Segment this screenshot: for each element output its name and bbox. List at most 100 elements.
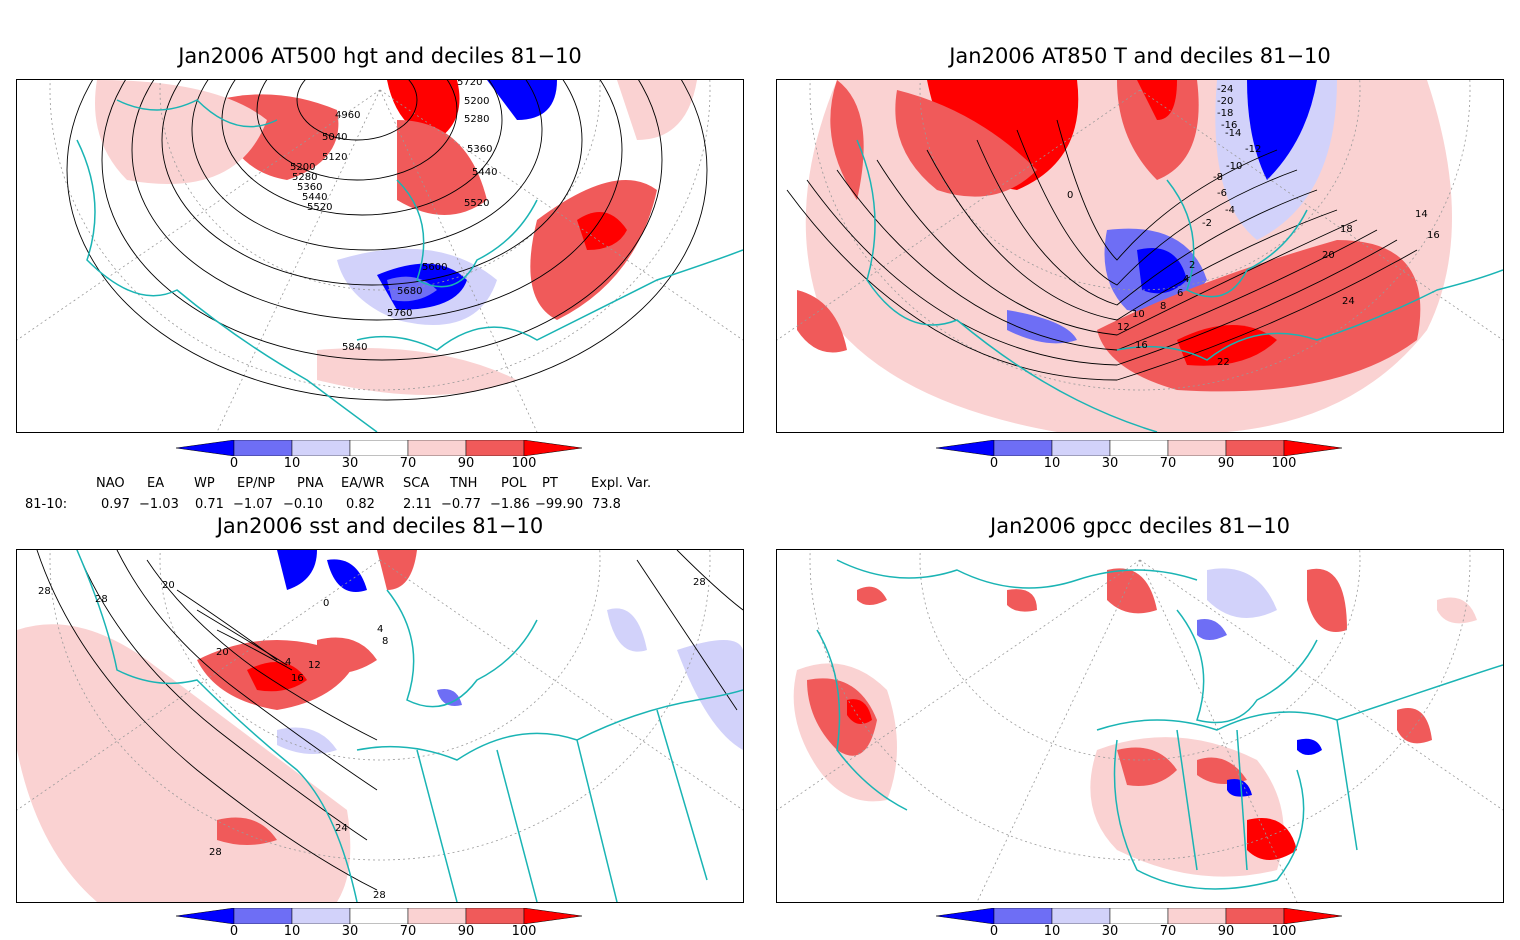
svg-text:5440: 5440 <box>302 192 327 203</box>
latlon-grid <box>17 550 743 861</box>
svg-text:16: 16 <box>1135 340 1148 351</box>
panel-title-gpcc: Jan2006 gpcc deciles 81−10 <box>990 514 1290 538</box>
svg-text:-24: -24 <box>1217 84 1233 95</box>
idx-value: 0.71 <box>195 497 224 512</box>
colorbar-tick: 100 <box>1271 924 1297 939</box>
svg-text:5720: 5720 <box>457 80 482 88</box>
colorbar-t850-svg <box>935 439 1343 457</box>
svg-text:28: 28 <box>373 890 386 901</box>
map-sst-svg: 28 28 20 0 4 8 4 12 16 20 24 28 28 28 <box>17 550 743 902</box>
idx-header: PT <box>542 476 558 491</box>
latlon-grid <box>777 550 1503 902</box>
svg-text:5120: 5120 <box>322 152 347 163</box>
colorbar-sst-svg <box>175 907 583 925</box>
colorbar-tick: 10 <box>1043 456 1061 471</box>
idx-header: TNH <box>450 476 478 491</box>
map-t850: -24 -20 -18 -16 -14 -12 -10 -8 -6 -4 -2 … <box>776 79 1504 433</box>
colorbar-gpcc: 0 10 30 70 90 100 <box>935 907 1346 940</box>
svg-text:0: 0 <box>1067 190 1073 201</box>
contour-labels: 28 28 20 0 4 8 4 12 16 20 24 28 28 28 <box>38 577 706 901</box>
idx-header: POL <box>501 476 527 491</box>
svg-text:5840: 5840 <box>342 342 367 353</box>
colorbar-tick: 70 <box>1159 924 1177 939</box>
svg-text:5360: 5360 <box>297 182 322 193</box>
map-gpcc <box>776 549 1504 903</box>
svg-text:5680: 5680 <box>397 286 422 297</box>
svg-text:-16: -16 <box>1221 120 1237 131</box>
svg-text:20: 20 <box>162 580 175 591</box>
panel-title-t850: Jan2006 AT850 T and deciles 81−10 <box>949 44 1331 68</box>
idx-value: −0.10 <box>283 497 323 512</box>
colorbar-hgt-svg <box>175 439 583 457</box>
contours <box>66 80 708 401</box>
svg-text:5600: 5600 <box>422 262 447 273</box>
colorbar-tick: 30 <box>1101 924 1119 939</box>
svg-text:-2: -2 <box>1202 218 1212 229</box>
shading <box>17 550 743 902</box>
svg-text:20: 20 <box>1322 250 1335 261</box>
svg-text:0: 0 <box>323 598 329 609</box>
panel-title-hgt: Jan2006 AT500 hgt and deciles 81−10 <box>178 44 582 68</box>
idx-value: 73.8 <box>592 497 621 512</box>
svg-text:5200: 5200 <box>290 162 315 173</box>
colorbar-t850: 0 10 30 70 90 100 <box>935 439 1346 474</box>
idx-header: SCA <box>403 476 430 491</box>
colorbar-tick: 100 <box>511 456 537 471</box>
colorbar-tick: 10 <box>283 924 301 939</box>
svg-text:28: 28 <box>693 577 706 588</box>
map-sst: 28 28 20 0 4 8 4 12 16 20 24 28 28 28 <box>16 549 744 903</box>
svg-text:4: 4 <box>1183 274 1189 285</box>
svg-text:20: 20 <box>216 647 229 658</box>
svg-text:24: 24 <box>1342 296 1355 307</box>
idx-header: NAO <box>96 476 125 491</box>
svg-text:4960: 4960 <box>335 110 360 121</box>
latlon-grid <box>17 80 743 432</box>
svg-text:5440: 5440 <box>472 167 497 178</box>
colorbar-tick: 70 <box>1159 456 1177 471</box>
coastlines <box>816 559 1503 890</box>
contour-labels: -24 -20 -18 -16 -14 -12 -10 -8 -6 -4 -2 … <box>1067 84 1440 368</box>
svg-text:-10: -10 <box>1226 161 1242 172</box>
colorbar-tick: 30 <box>1101 456 1119 471</box>
svg-text:8: 8 <box>1160 301 1166 312</box>
colorbar-tick: 100 <box>1271 456 1297 471</box>
colorbar-tick: 70 <box>399 924 417 939</box>
svg-text:16: 16 <box>1427 230 1440 241</box>
colorbar-sst: 0 10 30 70 90 100 <box>175 907 586 940</box>
coastlines <box>856 139 1503 432</box>
contour-labels: 4960 5040 5120 5200 5280 5360 5440 5520 … <box>290 80 497 353</box>
svg-text:-8: -8 <box>1213 172 1223 183</box>
colorbar-tick: 0 <box>989 456 999 471</box>
idx-value: −99.90 <box>535 497 584 512</box>
idx-header: WP <box>194 476 215 491</box>
colorbar-tick: 0 <box>989 924 999 939</box>
svg-text:-18: -18 <box>1217 108 1233 119</box>
svg-text:6: 6 <box>1177 288 1183 299</box>
shading <box>95 80 697 395</box>
svg-text:16: 16 <box>291 673 304 684</box>
shading <box>797 80 1452 432</box>
svg-text:8: 8 <box>382 636 388 647</box>
svg-text:24: 24 <box>335 823 348 834</box>
colorbar-gpcc-svg <box>935 907 1343 925</box>
colorbar-tick: 90 <box>1217 456 1235 471</box>
idx-header: EA/WR <box>341 476 385 491</box>
idx-value: −0.77 <box>441 497 481 512</box>
idx-header: PNA <box>297 476 324 491</box>
svg-text:28: 28 <box>95 594 108 605</box>
svg-text:5520: 5520 <box>464 198 489 209</box>
svg-text:5360: 5360 <box>467 144 492 155</box>
colorbar-tick: 0 <box>229 924 239 939</box>
idx-header: Expl. Var. <box>591 476 652 491</box>
colorbar-tick: 90 <box>457 924 475 939</box>
svg-text:5040: 5040 <box>322 132 347 143</box>
map-t850-svg: -24 -20 -18 -16 -14 -12 -10 -8 -6 -4 -2 … <box>777 80 1503 432</box>
svg-text:18: 18 <box>1340 224 1353 235</box>
svg-text:14: 14 <box>1415 209 1428 220</box>
svg-text:-6: -6 <box>1217 188 1227 199</box>
latlon-grid <box>777 80 1503 391</box>
svg-text:-14: -14 <box>1225 128 1241 139</box>
panel-title-sst: Jan2006 sst and deciles 81−10 <box>216 514 544 538</box>
contours <box>36 550 743 891</box>
colorbar-hgt: 0 10 30 70 90 100 <box>175 439 586 474</box>
